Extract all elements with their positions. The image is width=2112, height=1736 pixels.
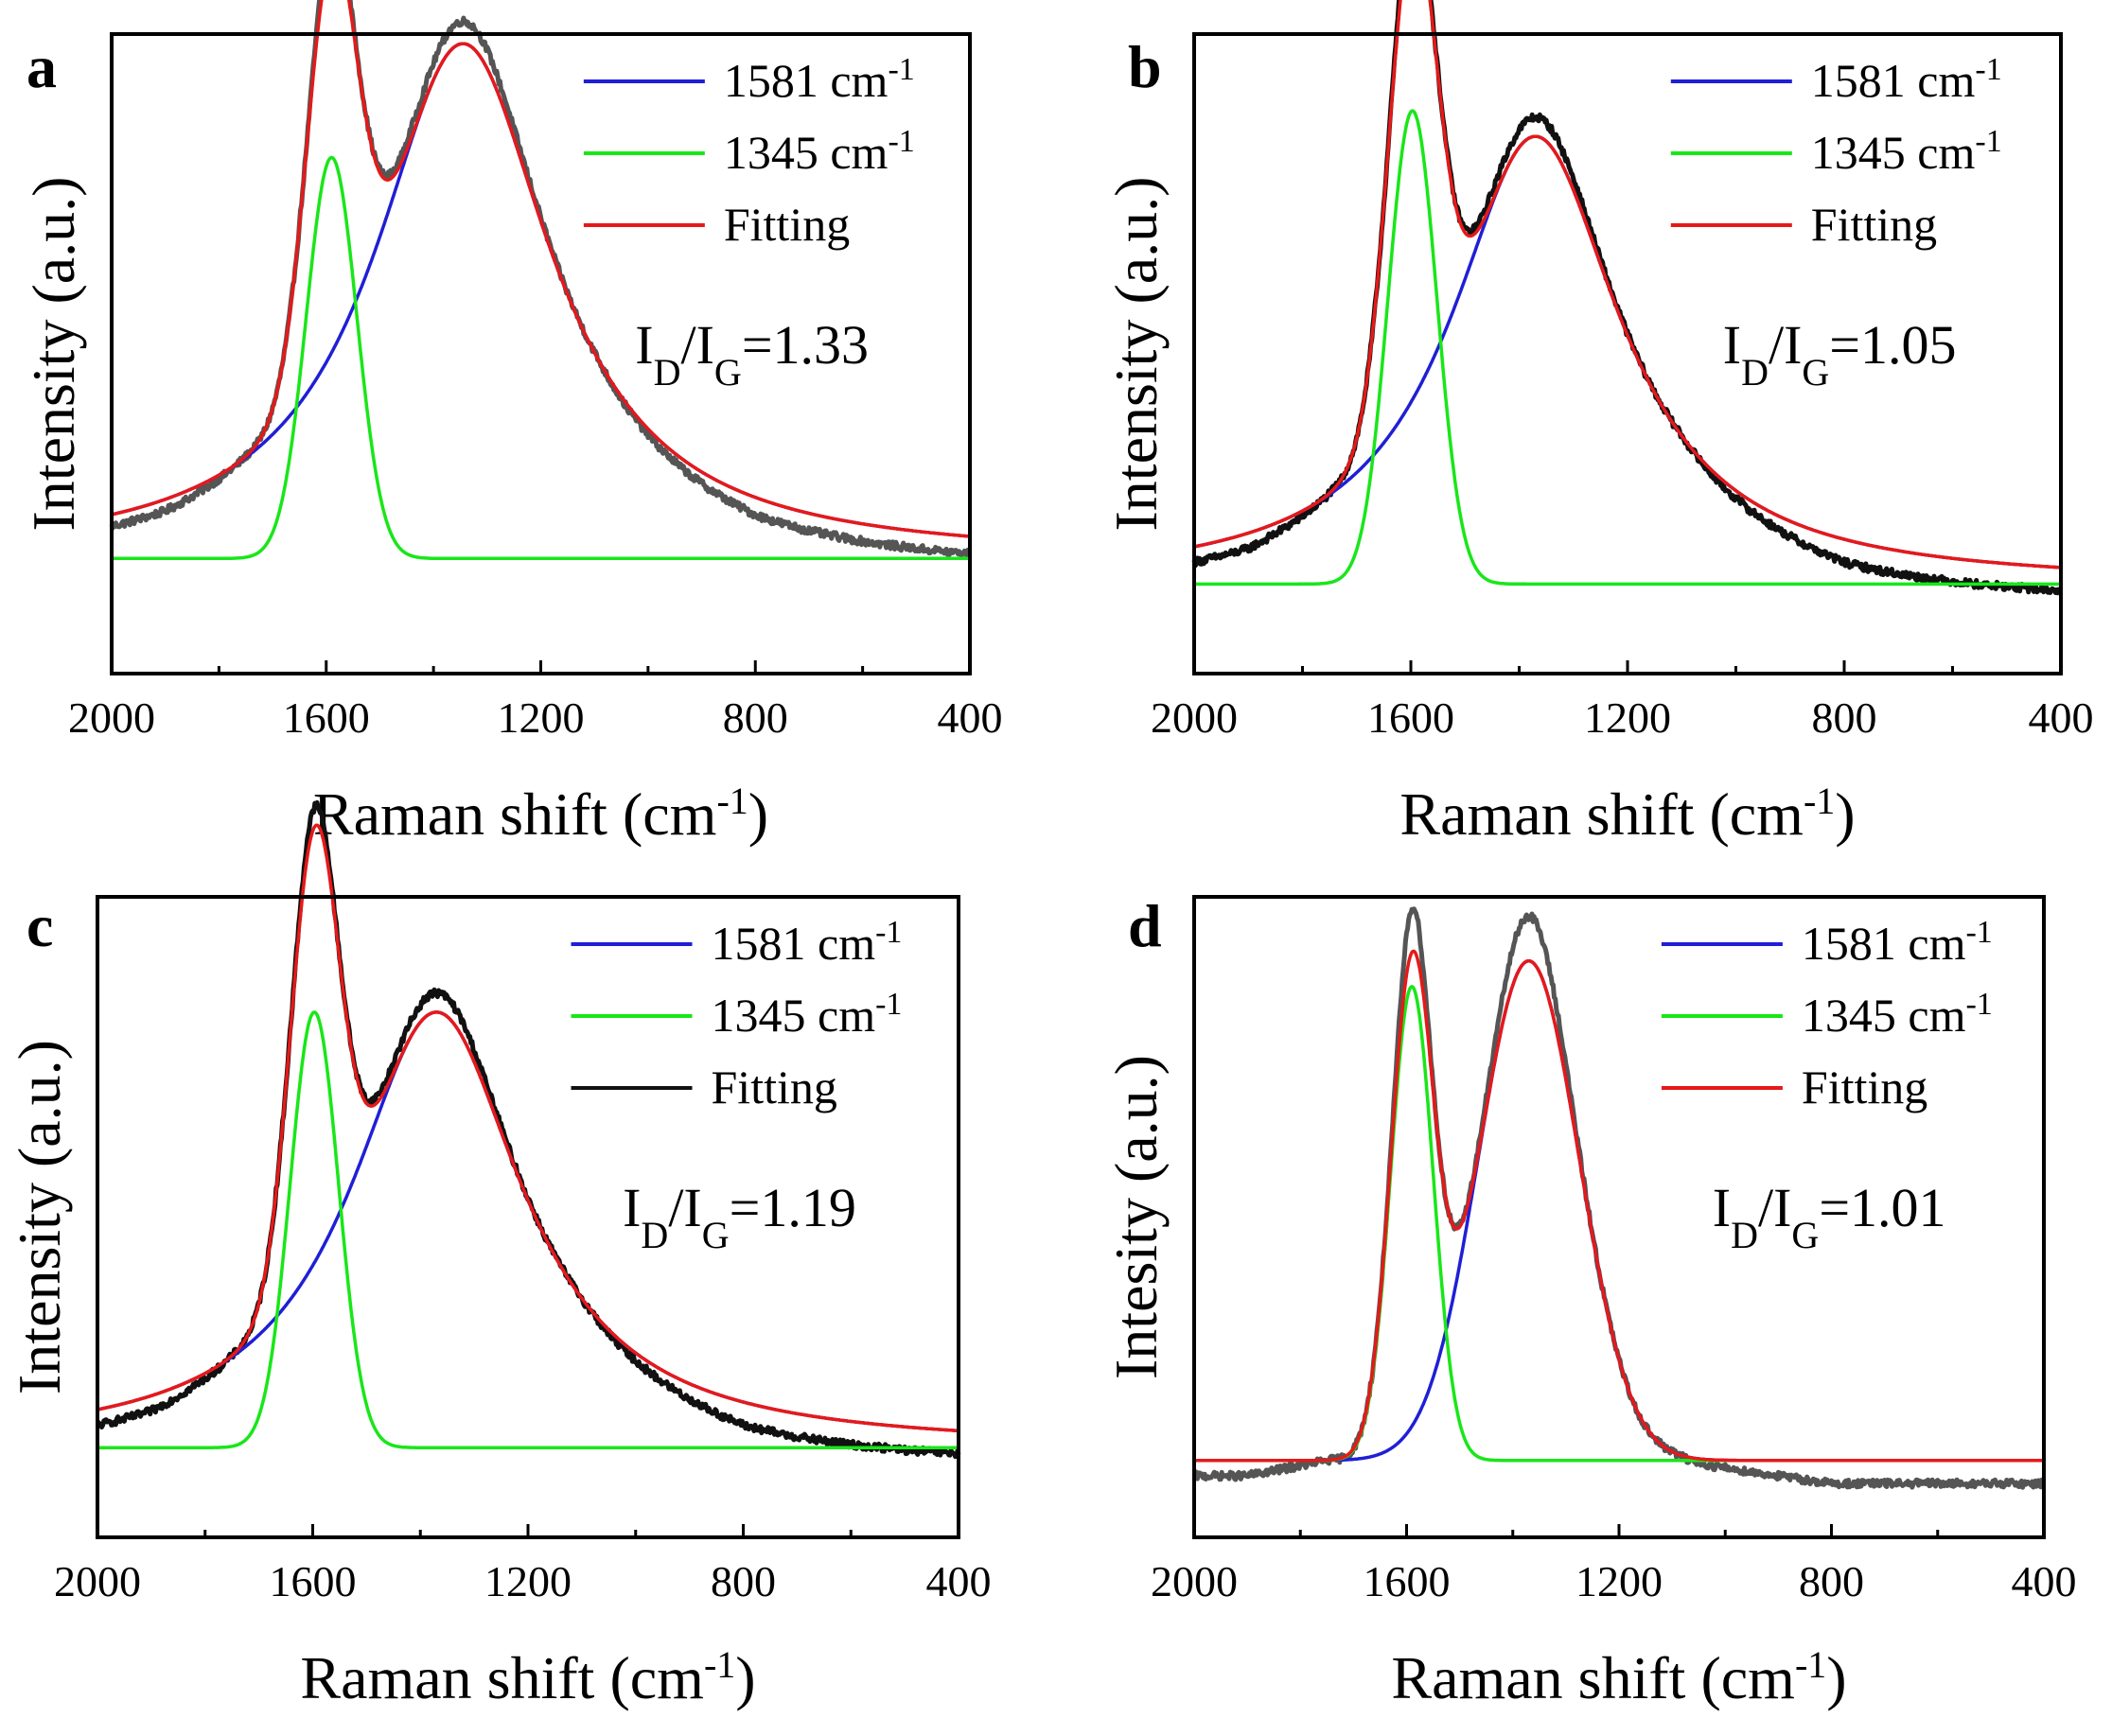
x-tick-label: 400	[2012, 1557, 2077, 1605]
x-tick-label: 800	[1812, 693, 1877, 742]
x-tick-label: 800	[1799, 1557, 1864, 1605]
x-tick-label: 1200	[484, 1557, 572, 1605]
legend-label: 1581 cm-1	[712, 915, 903, 971]
x-axis-title: Raman shift (cm-1)	[313, 780, 768, 849]
x-axis-title: Raman shift (cm-1)	[1399, 780, 1855, 849]
series-line-1345-cm-1	[97, 1010, 959, 1449]
legend-label: 1581 cm-1	[1802, 915, 1993, 971]
x-tick-label: 800	[711, 1557, 776, 1605]
panel-letter: b	[1128, 33, 1162, 100]
x-axis-title: Raman shift (cm-1)	[300, 1643, 755, 1712]
x-tick-label: 400	[938, 693, 1003, 742]
x-tick-label: 1600	[283, 693, 370, 742]
legend-label: 1581 cm-1	[724, 52, 915, 108]
x-tick-label: 800	[723, 693, 788, 742]
series-line-Fitting	[97, 823, 959, 1433]
x-tick-label: 1200	[498, 693, 585, 742]
x-tick-label: 1600	[1367, 693, 1454, 742]
series-line-Fitting	[1193, 0, 2062, 570]
chart-panel-b: b 2000 1600 1200 800 400 Raman shift (cm-1) Int…	[1102, 0, 2094, 848]
panel-letter: c	[26, 892, 53, 959]
legend-label: 1345 cm-1	[1802, 987, 1993, 1043]
y-axis-title: Intensity (a.u.)	[1102, 177, 1170, 532]
x-tick-label: 2000	[68, 693, 155, 742]
chart-panel-d: d 2000 1600 1200 800 400 Raman shift (cm-1) Int…	[1102, 892, 2077, 1711]
series-line-Fitting	[111, 0, 971, 538]
y-axis-title: Intensity (a.u.)	[20, 177, 87, 532]
legend-label: Fitting	[1802, 1061, 1927, 1113]
intensity-ratio-label: ID/IG=1.01	[1713, 1177, 1946, 1256]
x-tick-label: 400	[926, 1557, 992, 1605]
legend-label: Fitting	[712, 1061, 837, 1113]
legend-label: 1345 cm-1	[1811, 124, 2002, 180]
x-axis-title: Raman shift (cm-1)	[1391, 1643, 1846, 1712]
intensity-ratio-label: ID/IG=1.19	[623, 1177, 856, 1256]
x-tick-label: 1600	[270, 1557, 357, 1605]
chart-panel-c: c 2000 1600 1200 800 400 Raman shift (cm-1) Int…	[6, 799, 992, 1712]
x-tick-label: 1200	[1575, 1557, 1663, 1605]
legend-label: 1345 cm-1	[712, 987, 903, 1043]
legend-label: 1345 cm-1	[724, 124, 915, 180]
legend-label: Fitting	[1811, 198, 1937, 251]
legend-label: Fitting	[724, 198, 850, 251]
x-tick-label: 1600	[1364, 1557, 1451, 1605]
x-tick-label: 2000	[1151, 1557, 1238, 1605]
series-line-Fitting	[1193, 949, 2045, 1463]
y-axis-title: Intensity (a.u.)	[6, 1040, 73, 1394]
panel-letter: d	[1128, 892, 1162, 959]
intensity-ratio-label: ID/IG=1.33	[635, 314, 869, 394]
panel-letter: a	[26, 33, 57, 100]
x-tick-label: 1200	[1584, 693, 1671, 742]
legend-label: 1581 cm-1	[1811, 52, 2002, 108]
series-line-1345-cm-1	[111, 155, 971, 561]
chart-panel-a: a 2000 1600 1200 800 400 Raman shift (cm-1) Int…	[20, 0, 1003, 848]
x-tick-label: 2000	[1151, 693, 1238, 742]
x-tick-label: 2000	[54, 1557, 141, 1605]
x-tick-label: 400	[2029, 693, 2094, 742]
y-axis-title: Intesity (a.u.)	[1102, 1055, 1170, 1379]
series-line-1345-cm-1	[1193, 109, 2062, 587]
intensity-ratio-label: ID/IG=1.05	[1723, 314, 1957, 394]
